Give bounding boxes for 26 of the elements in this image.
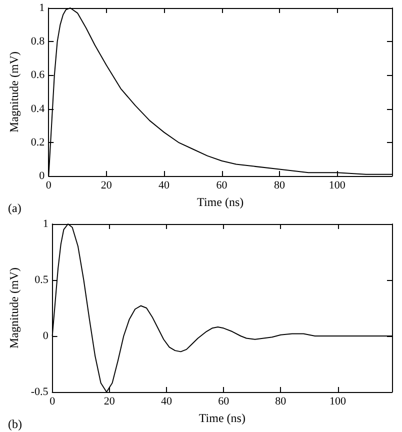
x-axis-title: Time (ns) <box>197 194 244 209</box>
x-tick-label: 20 <box>100 180 112 192</box>
x-tick-label: 40 <box>160 396 172 408</box>
y-tick-label: 0.6 <box>30 69 46 82</box>
y-tick-label: 0.8 <box>30 36 46 48</box>
x-tick-label: 60 <box>218 396 230 408</box>
x-axis-title: Time (ns) <box>198 410 246 425</box>
x-tick-label: 100 <box>330 396 347 408</box>
x-tick-label: 40 <box>158 180 170 192</box>
y-tick-label: -0.5 <box>30 386 49 398</box>
x-tick-label: 100 <box>328 180 346 192</box>
y-tick-label: 0.5 <box>34 274 49 286</box>
y-tick-label: 0 <box>42 330 49 342</box>
x-tick-label: 80 <box>274 180 286 192</box>
x-tick-label: 20 <box>104 396 116 408</box>
text: (b) <box>8 417 22 431</box>
y-tick-label: 0.2 <box>30 136 45 148</box>
text: (a) <box>8 201 22 215</box>
y-axis-title: Magnitude (mV) <box>7 268 21 348</box>
x-tick-label: 80 <box>275 396 287 408</box>
y-tick-label: 1 <box>42 218 48 230</box>
x-tick-label: 60 <box>216 180 228 192</box>
y-tick-label: 0.4 <box>30 102 46 115</box>
y-axis-title: Magnitude (mV) <box>7 52 21 132</box>
y-tick-label: 1 <box>39 2 45 14</box>
y-tick-label: 0 <box>39 170 46 182</box>
